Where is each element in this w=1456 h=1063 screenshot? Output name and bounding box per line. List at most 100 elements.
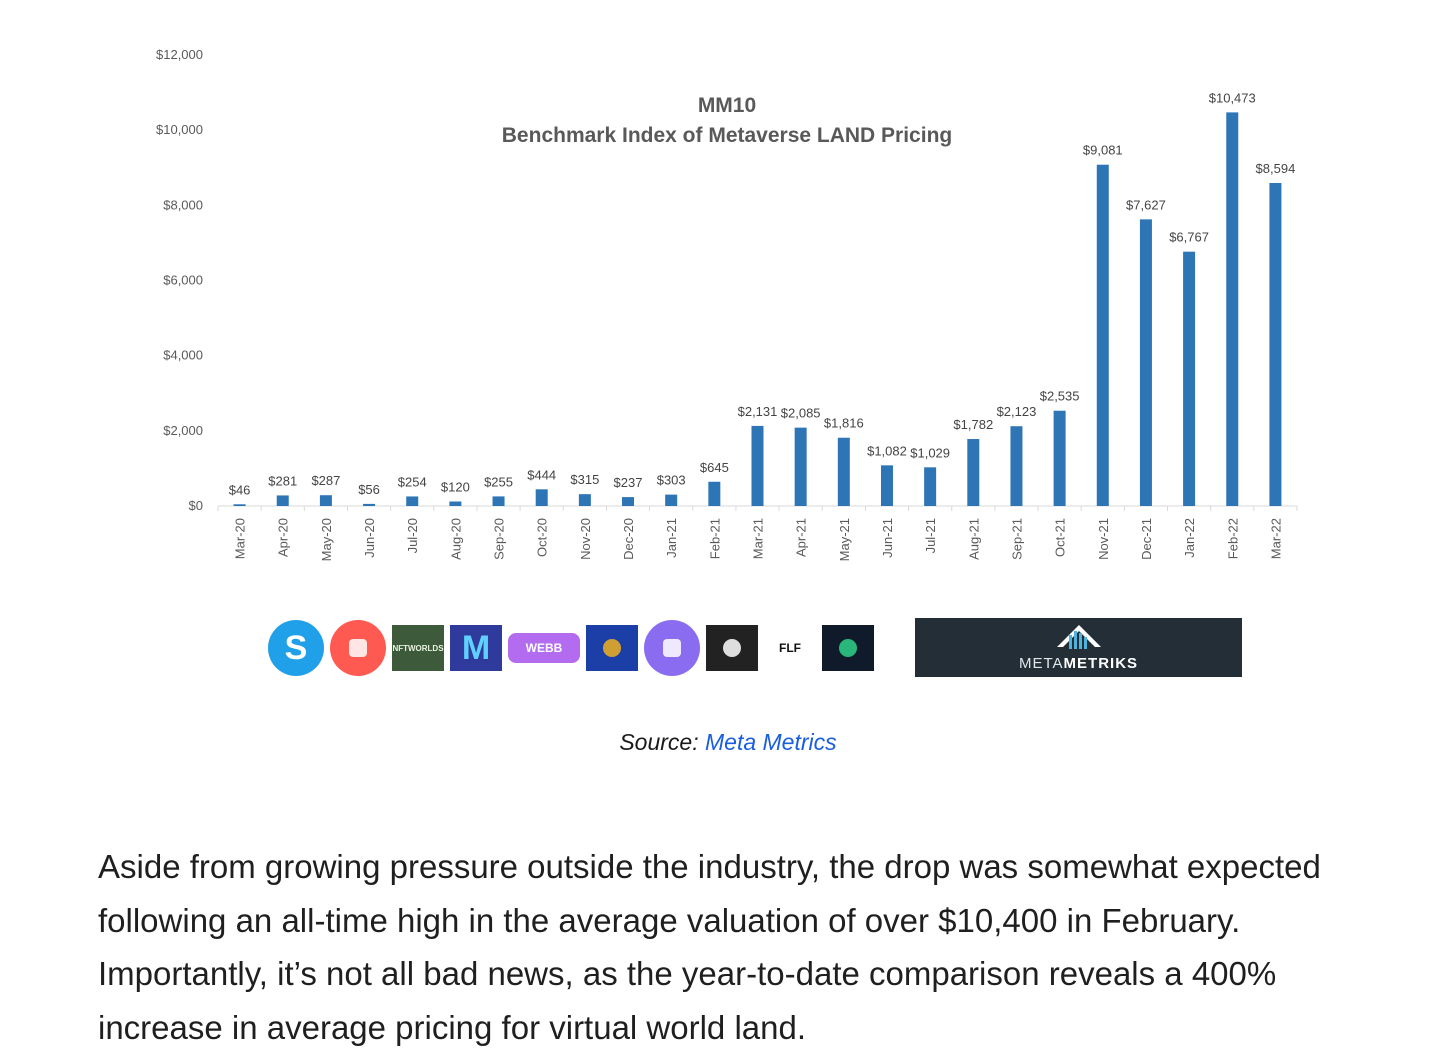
bar [319,495,332,506]
sandbox-logo: S [268,620,324,676]
y-tick-label: $12,000 [156,47,203,62]
bar-value-label: $315 [570,472,599,487]
x-tick-label: Dec-20 [621,518,636,560]
bar-value-label: $303 [657,473,686,488]
bar-value-label: $255 [484,474,513,489]
y-tick-label: $6,000 [163,273,203,288]
decentraland-logo-mark [349,639,367,657]
x-tick-label: Sep-21 [1009,518,1024,560]
x-axis: Mar-20 Apr-20 May-20 Jun-20 Jul-20 Aug-20 Sep-… [217,505,1298,561]
y-tick-label: $4,000 [163,348,203,363]
x-tick-label: Mar-21 [751,518,766,559]
x-tick-label: Jun-20 [362,518,377,558]
bar [837,437,850,506]
blue-square-logo-mark [603,639,621,657]
purple-blob-logo [644,620,700,676]
bar-value-label: $254 [398,474,427,489]
x-tick-label: Dec-21 [1139,518,1154,560]
x-tick-label: Mar-22 [1268,518,1283,559]
metametriks-wordmark: METAMETRIKS [1019,655,1138,672]
y-tick-label: $8,000 [163,197,203,212]
x-tick-label: Jan-22 [1182,518,1197,558]
x-tick-label: Nov-20 [578,518,593,560]
tree-logo-mark [839,639,857,657]
bar [924,467,937,506]
bar [276,495,289,506]
worldwide-webb-logo: WEBB [508,633,580,663]
metaverse-logos-row: S NFTWORLDS M WEBB FLF [268,620,874,676]
bar [708,481,721,506]
nftworlds-logo-text: NFTWORLDS [392,643,444,653]
chart-title: MM10 [698,94,756,117]
bar-value-label: $46 [229,482,251,497]
flf-logo-text: FLF [779,641,801,655]
x-tick-label: May-21 [837,518,852,561]
bar [1226,112,1239,507]
m-logo-text: M [461,628,491,667]
bar-value-label: $8,594 [1256,161,1296,176]
bar [449,501,462,506]
x-tick-label: Aug-20 [448,518,463,560]
chart-container: $0 $2,000 $4,000 $6,000 $8,000 $10,000 $12,000… [156,47,1298,561]
bar [665,494,678,506]
nftworlds-logo: NFTWORLDS [392,625,444,671]
bar [967,439,980,506]
bar [363,503,376,506]
y-tick-label: $2,000 [163,423,203,438]
bar [233,504,246,506]
data-labels: $46 $281 $287 $56 $254 $120 $255 $444 $315 $237 $3… [229,90,1296,497]
x-tick-label: Apr-20 [276,518,291,557]
bar-value-label: $7,627 [1126,197,1166,212]
bar [1269,183,1282,506]
x-tick-label: Oct-21 [1053,518,1068,557]
wordmark-light: META [1018,655,1064,672]
body-paragraph: Aside from growing pressure outside the … [98,848,1321,1046]
metametriks-logo-icon [1056,625,1101,649]
bar-value-label: $2,535 [1040,389,1080,404]
x-tick-label: Oct-20 [535,518,550,557]
metametriks-banner: METAMETRIKS [915,618,1242,677]
bar [1053,410,1066,506]
bar-value-label: $2,085 [781,406,821,421]
bar-value-label: $237 [614,475,643,490]
bar-value-label: $56 [358,482,380,497]
worldwide-webb-logo-text: WEBB [525,641,563,655]
bar [1096,164,1109,506]
x-tick-label: Feb-21 [707,518,722,559]
flf-logo: FLF [764,625,816,671]
cube-logo-mark [723,639,741,657]
bar [406,496,419,506]
y-tick-label: $0 [189,498,203,513]
x-tick-label: Jun-21 [880,518,895,558]
source-caption: Source: Meta Metrics [0,729,1456,756]
bar [751,425,764,506]
bar-series [233,112,1282,507]
source-link[interactable]: Meta Metrics [705,729,837,755]
x-tick-label: Jul-21 [923,518,938,553]
chart-subtitle: Benchmark Index of Metaverse LAND Pricin… [502,124,952,147]
sandbox-logo-text: S [284,628,308,667]
decentraland-logo [330,620,386,676]
x-tick-label: Jan-21 [664,518,679,558]
bar-value-label: $1,782 [953,417,993,432]
bar [1139,219,1152,506]
source-prefix: Source: [619,729,705,755]
bar-chart: $0 $2,000 $4,000 $6,000 $8,000 $10,000 $12,000… [156,47,1298,561]
x-tick-label: May-20 [319,518,334,561]
bar-value-label: $120 [441,479,470,494]
bar [1183,251,1196,506]
bar-value-label: $1,816 [824,416,864,431]
x-tick-label: Nov-21 [1096,518,1111,560]
bar [622,497,635,506]
bar [535,489,548,506]
x-tick-label: Mar-20 [233,518,248,559]
bar-value-label: $1,029 [910,445,950,460]
bar-value-label: $645 [700,460,729,475]
bar-value-label: $6,767 [1169,230,1209,245]
bar [1010,426,1023,506]
y-tick-label: $10,000 [156,122,203,137]
bar-value-label: $444 [527,467,556,482]
bar [794,427,807,506]
bar-value-label: $10,473 [1209,90,1256,105]
wordmark-bold: METRIKS [1063,655,1139,672]
